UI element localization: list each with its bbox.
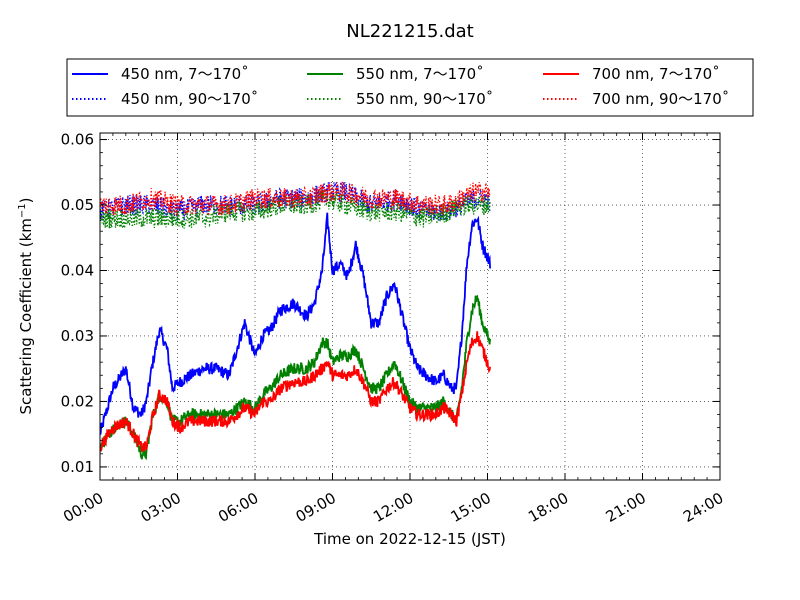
x-tick-label: 18:00 <box>525 489 571 526</box>
legend-label: 700 nm, 7～170˚ <box>592 65 720 83</box>
x-tick-label: 06:00 <box>215 489 261 526</box>
legend-label: 550 nm, 90～170˚ <box>356 90 493 108</box>
grid <box>99 133 721 480</box>
y-tick-label: 0.01 <box>61 458 94 476</box>
legend-box <box>66 58 754 117</box>
series-line <box>100 212 491 435</box>
y-axis-label: Scattering Coefficient (km−1) <box>17 197 35 414</box>
series-line <box>100 179 491 217</box>
y-tick-label: 0.05 <box>61 196 94 214</box>
legend: 450 nm, 7～170˚ 550 nm, 7～170˚ 700 nm, 7～17… <box>66 58 754 117</box>
y-axis-label-close: ) <box>17 197 35 203</box>
y-tick-label: 0.03 <box>61 327 94 345</box>
series-line <box>100 189 491 231</box>
x-axis-label: Time on 2022-12-15 (JST) <box>313 530 506 548</box>
y-axis-label-main: Scattering Coefficient (km <box>17 218 35 414</box>
y-tick-label: 0.06 <box>61 131 94 149</box>
y-axis-label-sup: −1 <box>17 203 28 218</box>
plot-area <box>100 179 491 461</box>
legend-label: 700 nm, 90～170˚ <box>592 90 729 108</box>
y-tick-label: 0.02 <box>61 392 94 410</box>
legend-label: 450 nm, 90～170˚ <box>121 90 258 108</box>
legend-label: 450 nm, 7～170˚ <box>121 65 249 83</box>
x-tick-label: 00:00 <box>60 489 106 526</box>
x-tick-label: 24:00 <box>680 489 726 526</box>
y-tick-label: 0.04 <box>61 261 94 279</box>
x-tick-label: 21:00 <box>603 489 649 526</box>
x-tick-label: 09:00 <box>293 489 339 526</box>
x-tick-label: 12:00 <box>370 489 416 526</box>
chart-title: NL221215.dat <box>346 21 473 42</box>
legend-label: 550 nm, 7～170˚ <box>356 65 484 83</box>
x-tick-label: 15:00 <box>448 489 494 526</box>
series-line <box>100 331 491 452</box>
x-tick-label: 03:00 <box>138 489 184 526</box>
